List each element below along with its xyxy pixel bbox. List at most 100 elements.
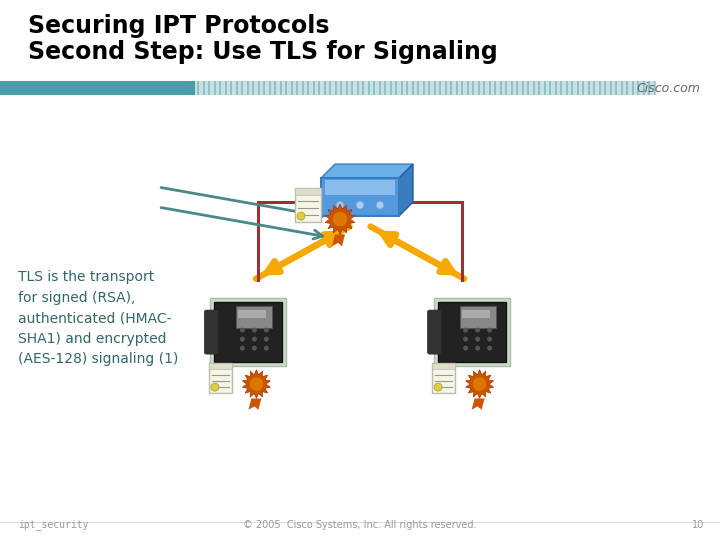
Bar (560, 81, 562, 95)
Bar (384, 81, 386, 95)
Bar (274, 81, 276, 95)
Bar (610, 81, 611, 95)
Bar (215, 302, 282, 362)
Circle shape (240, 336, 245, 342)
Bar (321, 178, 399, 216)
Bar (263, 81, 265, 95)
Polygon shape (243, 370, 271, 399)
Bar (340, 81, 342, 95)
Bar (533, 81, 534, 95)
Bar (439, 81, 441, 95)
Bar (438, 302, 505, 362)
Bar (462, 310, 490, 318)
Polygon shape (321, 164, 413, 178)
Bar (258, 81, 259, 95)
Bar (246, 81, 248, 95)
Bar (521, 81, 523, 95)
Polygon shape (332, 234, 345, 246)
Bar (510, 81, 513, 95)
Text: ipt_security: ipt_security (18, 519, 89, 530)
Bar (367, 81, 369, 95)
Bar (631, 81, 634, 95)
Bar (598, 81, 600, 95)
Polygon shape (466, 370, 494, 399)
Bar (210, 298, 287, 366)
Circle shape (297, 212, 305, 220)
Bar (290, 81, 292, 95)
Bar (565, 81, 567, 95)
Bar (195, 81, 655, 95)
Bar (318, 81, 320, 95)
Bar (202, 81, 204, 95)
Bar (208, 81, 210, 95)
Bar (433, 298, 510, 366)
Bar (488, 81, 490, 95)
Bar (505, 81, 507, 95)
Bar (0, 81, 195, 95)
Text: © 2005  Cisco Systems, Inc. All rights reserved.: © 2005 Cisco Systems, Inc. All rights re… (243, 520, 477, 530)
Bar (412, 81, 413, 95)
Bar (456, 81, 457, 95)
Circle shape (264, 346, 269, 350)
Circle shape (252, 336, 257, 342)
Circle shape (240, 328, 245, 333)
Bar (483, 81, 485, 95)
Circle shape (249, 377, 264, 392)
Bar (549, 81, 551, 95)
Bar (423, 81, 425, 95)
Bar (554, 81, 557, 95)
Bar (302, 81, 304, 95)
Bar (527, 81, 529, 95)
Text: TLS is the transport
for signed (RSA),
authenticated (HMAC-
SHA1) and encrypted
: TLS is the transport for signed (RSA), a… (18, 270, 179, 367)
Bar (615, 81, 617, 95)
Bar (516, 81, 518, 95)
Circle shape (264, 328, 269, 333)
Bar (588, 81, 590, 95)
Polygon shape (325, 204, 355, 234)
Bar (307, 81, 309, 95)
Bar (544, 81, 546, 95)
Bar (219, 81, 221, 95)
Bar (379, 81, 380, 95)
Bar (197, 81, 199, 95)
Bar (417, 81, 419, 95)
Bar (450, 81, 452, 95)
Polygon shape (399, 164, 413, 216)
Bar (346, 81, 348, 95)
Text: Cisco.com: Cisco.com (636, 82, 700, 94)
Circle shape (475, 346, 480, 350)
Bar (538, 81, 540, 95)
Bar (494, 81, 496, 95)
Bar (252, 81, 254, 95)
Bar (225, 81, 227, 95)
Bar (637, 81, 639, 95)
Bar (295, 188, 321, 195)
Bar (356, 81, 359, 95)
Bar (269, 81, 271, 95)
Circle shape (487, 336, 492, 342)
Bar (238, 310, 266, 318)
Circle shape (264, 336, 269, 342)
Bar (351, 81, 353, 95)
Bar (432, 363, 455, 393)
Circle shape (333, 212, 348, 227)
Circle shape (434, 383, 442, 391)
Bar (312, 81, 315, 95)
Bar (648, 81, 650, 95)
Bar (395, 81, 397, 95)
Circle shape (463, 346, 468, 350)
Bar (209, 363, 232, 369)
Bar (472, 81, 474, 95)
Circle shape (463, 328, 468, 333)
Bar (373, 81, 375, 95)
Circle shape (356, 201, 364, 209)
Bar (296, 81, 298, 95)
Text: 10: 10 (692, 520, 704, 530)
Bar (209, 363, 232, 393)
Bar (500, 81, 502, 95)
Bar (461, 81, 463, 95)
Bar (477, 81, 480, 95)
Bar (235, 81, 238, 95)
Bar (279, 81, 282, 95)
Bar (335, 81, 336, 95)
